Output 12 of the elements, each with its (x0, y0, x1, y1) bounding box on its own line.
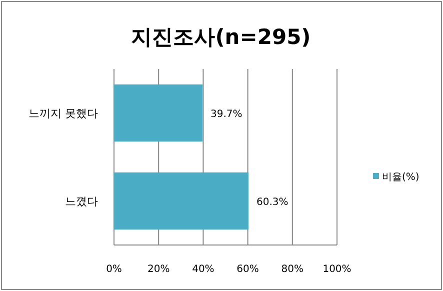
x-tick-label: 100% (322, 264, 352, 275)
data-label: 60.3% (256, 197, 288, 208)
legend-label: 비율(%) (382, 172, 420, 183)
y-tick-label: 느꼈다 (65, 195, 98, 208)
y-tick-label: 느끼지 못했다 (28, 107, 98, 120)
x-tick-label: 20% (147, 264, 170, 275)
x-tick-label: 60% (236, 264, 259, 275)
x-tick-label: 80% (281, 264, 304, 275)
x-tick-label: 40% (192, 264, 214, 275)
x-tick-label: 0% (106, 264, 122, 275)
chart-title: 지진조사(n=295) (131, 25, 311, 49)
data-label: 39.7% (210, 109, 242, 120)
